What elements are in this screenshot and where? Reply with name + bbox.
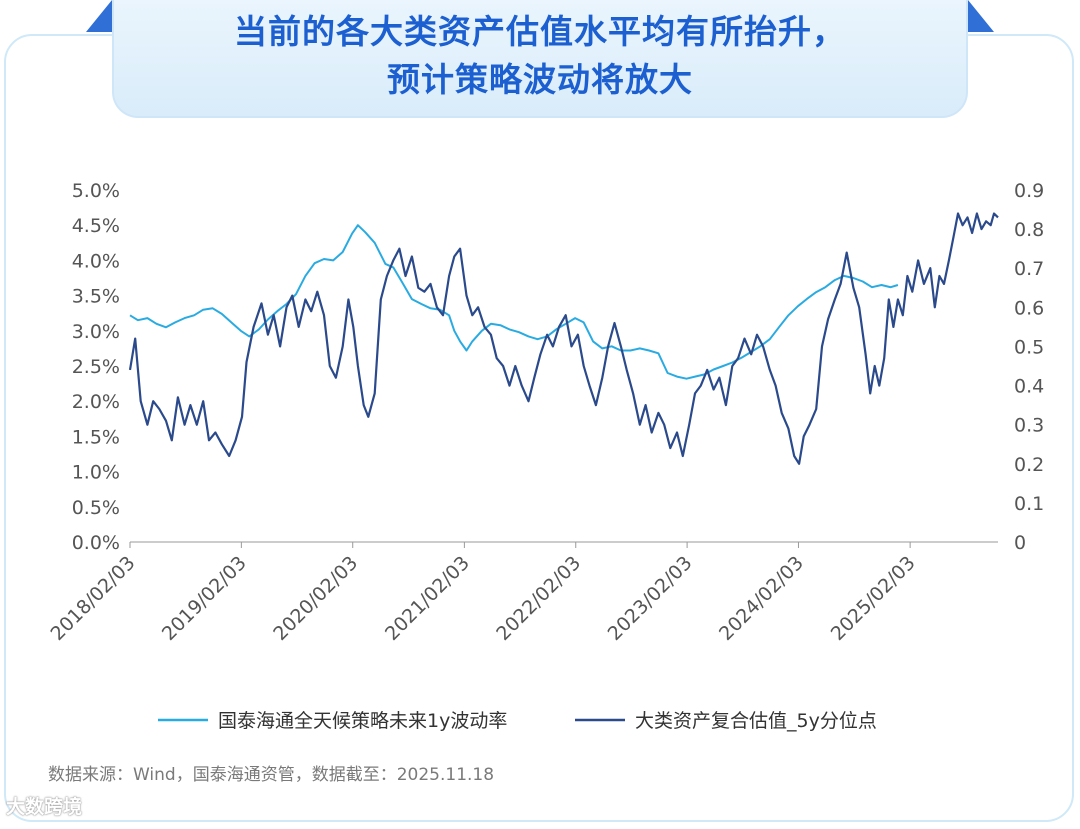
y-right-tick-label: 0.7: [1014, 258, 1044, 280]
y-left-tick-label: 4.5%: [72, 215, 120, 237]
y-left-tick-label: 1.0%: [72, 462, 120, 484]
legend-label: 大类资产复合估值_5y分位点: [635, 710, 877, 732]
y-right-tick-label: 0.4: [1014, 376, 1044, 398]
y-right-tick-label: 0.5: [1014, 336, 1044, 358]
x-tick-label: 2021/02/03: [381, 552, 474, 645]
data-source-note: 数据来源：Wind，国泰海通资管，数据截至：2025.11.18: [48, 765, 495, 785]
x-tick-label: 2020/02/03: [269, 552, 362, 645]
y-right-tick-label: 0.3: [1014, 415, 1044, 437]
chart-legend: 国泰海通全天候策略未来1y波动率 大类资产复合估值_5y分位点: [158, 710, 877, 732]
banner-tab-right: [968, 0, 994, 32]
y-left-tick-label: 1.5%: [72, 426, 120, 448]
y-right-tick-label: 0.8: [1014, 219, 1044, 241]
y-left-tick-label: 0.5%: [72, 497, 120, 519]
y-left-tick-label: 5.0%: [72, 180, 120, 202]
x-tick-label: 2025/02/03: [827, 552, 920, 645]
y-left-tick-label: 2.0%: [72, 391, 120, 413]
x-tick-label: 2023/02/03: [604, 552, 697, 645]
series-line-2: [128, 212, 999, 465]
title-line-2: 预计策略波动将放大: [387, 60, 693, 99]
x-tick-label: 2018/02/03: [47, 552, 140, 645]
title-banner: [112, 0, 968, 118]
title-line-1: 当前的各大类资产估值水平均有所抬升，: [234, 12, 846, 51]
legend-label: 国泰海通全天候策略未来1y波动率: [218, 710, 507, 732]
y-left-tick-label: 2.5%: [72, 356, 120, 378]
chart-series: [128, 212, 999, 465]
y-right-tick-label: 0.1: [1014, 493, 1044, 515]
series-line-1: [129, 224, 899, 380]
y-right-tick-label: 0.2: [1014, 454, 1044, 476]
y-right-tick-label: 0: [1014, 532, 1026, 554]
card-frame: [4, 34, 1074, 822]
y-left-tick-label: 3.0%: [72, 321, 120, 343]
watermark-logo: 大数跨境: [6, 796, 83, 818]
chart-axes: 0.0% 0.5% 1.0% 1.5% 2.0% 2.5% 3.0% 3.5% 4.0% 4.5%…: [47, 180, 1045, 645]
banner-tab-left: [86, 0, 112, 32]
y-right-tick-label: 0.9: [1014, 180, 1044, 202]
y-left-tick-label: 0.0%: [72, 532, 120, 554]
x-tick-label: 2019/02/03: [158, 552, 251, 645]
y-right-tick-label: 0.6: [1014, 297, 1044, 319]
chart-title: 当前的各大类资产估值水平均有所抬升， 预计策略波动将放大: [112, 8, 968, 104]
y-left-tick-label: 4.0%: [72, 250, 120, 272]
y-left-tick-label: 3.5%: [72, 286, 120, 308]
x-tick-label: 2024/02/03: [715, 552, 808, 645]
x-tick-label: 2022/02/03: [492, 552, 585, 645]
